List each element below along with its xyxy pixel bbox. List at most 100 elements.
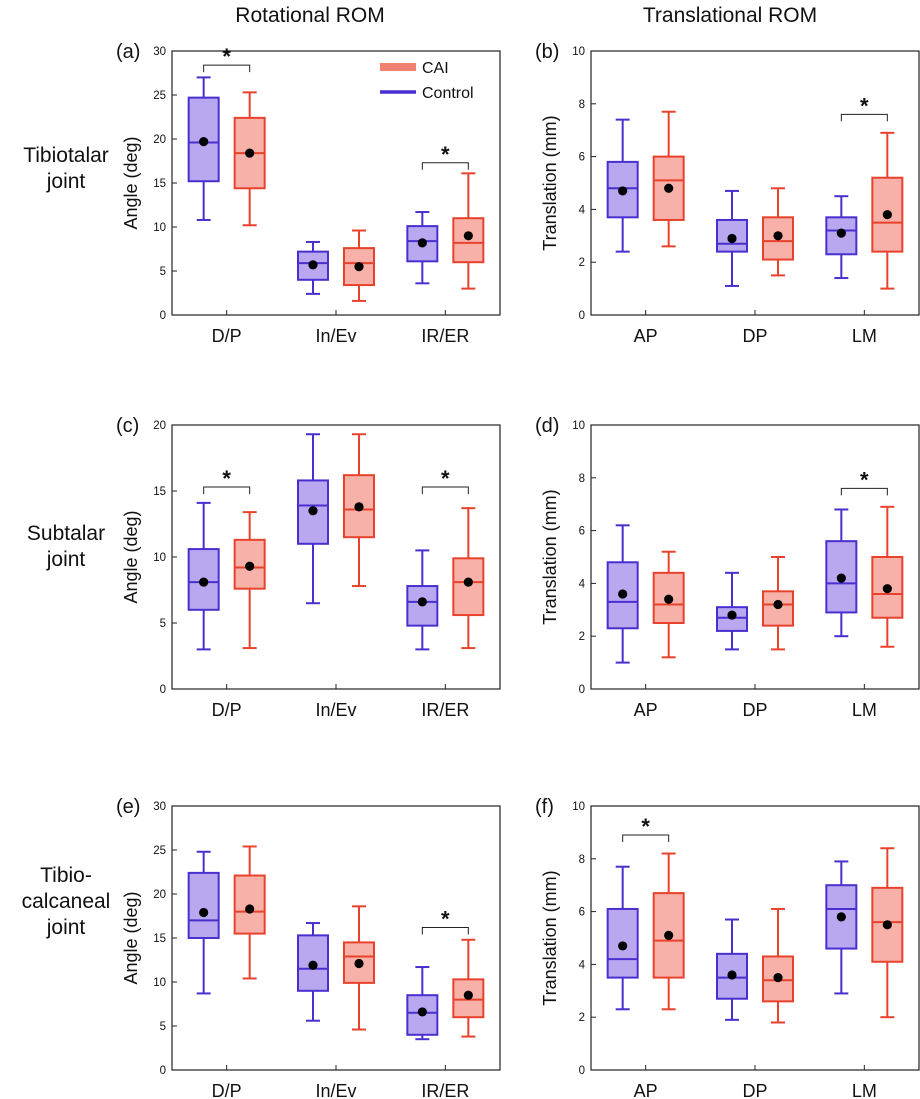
- box-control-AP: [606, 118, 639, 253]
- mean-dot: [463, 577, 473, 587]
- y-tick-label: 10: [572, 420, 585, 432]
- plot-frame: [171, 805, 501, 1071]
- significance-bracket: [840, 487, 888, 496]
- panel-label: (c): [116, 415, 139, 437]
- y-tick-label: 10: [572, 46, 585, 58]
- x-category-label: AP: [634, 700, 658, 720]
- y-tick-label: 4: [579, 204, 586, 216]
- y-tick-label: 20: [153, 889, 166, 901]
- x-category-label: D/P: [212, 700, 242, 720]
- mean-dot: [245, 904, 255, 914]
- y-tick-label: 30: [153, 46, 166, 58]
- mean-dot: [773, 231, 783, 241]
- box-cai-AP: [652, 550, 685, 659]
- mean-dot: [417, 238, 427, 248]
- row-title-0-line-1: joint: [46, 170, 86, 193]
- mean-dot: [354, 262, 364, 272]
- y-tick-label: 20: [153, 134, 166, 146]
- mean-dot: [836, 573, 846, 583]
- y-tick-label: 0: [160, 1065, 166, 1077]
- mean-dot: [463, 990, 473, 1000]
- mean-dot: [727, 970, 737, 980]
- y-tick-label: 10: [153, 552, 166, 564]
- box-cai-In/Ev: [343, 905, 375, 1031]
- y-axis-label: Angle (deg): [121, 510, 141, 603]
- mean-dot: [618, 589, 628, 599]
- box-control-IR/ER: [406, 549, 439, 651]
- significance-bracket: [622, 834, 670, 843]
- mean-dot: [245, 561, 255, 571]
- box-iqr: [762, 590, 794, 627]
- mean-dot: [199, 577, 209, 587]
- y-tick-label: 0: [160, 684, 166, 696]
- legend-label-control: Control: [422, 85, 474, 102]
- x-category-label: AP: [634, 326, 658, 346]
- y-tick-label: 5: [160, 266, 166, 278]
- y-tick-label: 15: [153, 486, 166, 498]
- y-tick-label: 10: [153, 977, 166, 989]
- row-titles: Tibiotalar joint Subtalar joint Tibio-calcan…: [22, 144, 111, 939]
- y-tick-label: 6: [579, 526, 585, 538]
- significance-star: *: [860, 93, 869, 118]
- box-cai-In/Ev: [343, 433, 375, 588]
- plot-frame: [171, 424, 501, 690]
- mean-dot: [773, 973, 783, 983]
- plot-frame: [590, 805, 920, 1071]
- box-cai-DP: [762, 907, 794, 1024]
- mean-dot: [417, 597, 427, 607]
- box-cai-D/P: [233, 91, 266, 227]
- box-control-DP: [716, 189, 748, 287]
- panel-label: (a): [116, 41, 140, 63]
- x-category-label: D/P: [212, 326, 242, 346]
- mean-dot: [727, 233, 737, 244]
- box-cai-AP: [652, 110, 685, 248]
- y-tick-label: 5: [160, 1021, 166, 1033]
- box-control-In/Ev: [297, 240, 329, 295]
- x-category-label: D/P: [212, 1081, 242, 1099]
- y-tick-label: 2: [579, 257, 585, 269]
- mean-dot: [308, 506, 318, 516]
- box-control-In/Ev: [297, 922, 329, 1022]
- row-title-1-line-0: Subtalar: [27, 522, 105, 545]
- y-tick-label: 5: [160, 618, 166, 630]
- y-tick-label: 8: [579, 99, 585, 111]
- row-title-2-line-2: joint: [46, 916, 86, 939]
- y-tick-label: 2: [579, 1012, 585, 1024]
- legend: CAI Control: [380, 60, 474, 102]
- significance-star: *: [441, 906, 450, 931]
- significance-star: *: [641, 814, 650, 839]
- plot-frame: [590, 424, 920, 690]
- mean-dot: [664, 594, 674, 604]
- x-category-label: In/Ev: [315, 326, 356, 346]
- box-control-IR/ER: [406, 211, 439, 285]
- box-cai-LM: [871, 847, 904, 1019]
- row-title-2-line-1: calcaneal: [22, 890, 111, 913]
- panel-f: 0 2 4 6 8 10 AP DP LM Translation (mm) (f) *: [535, 796, 920, 1099]
- significance-star: *: [222, 44, 231, 69]
- x-category-label: DP: [742, 1081, 767, 1099]
- box-iqr: [606, 907, 639, 979]
- y-axis-label: Angle (deg): [121, 891, 141, 984]
- box-iqr: [233, 874, 266, 935]
- box-control-D/P: [187, 850, 220, 995]
- y-tick-label: 15: [153, 933, 166, 945]
- significance-bracket: [203, 486, 251, 495]
- mean-dot: [245, 148, 255, 158]
- mean-dot: [727, 610, 737, 620]
- x-category-label: IR/ER: [421, 700, 469, 720]
- column-title-rotational: Rotational ROM: [235, 4, 384, 27]
- x-category-label: LM: [852, 1081, 877, 1099]
- y-tick-label: 6: [579, 152, 585, 164]
- panel-label: (d): [535, 415, 559, 437]
- mean-dot: [618, 941, 628, 951]
- y-axis-label: Angle (deg): [121, 136, 141, 229]
- mean-dot: [354, 502, 364, 512]
- mean-dot: [664, 183, 674, 193]
- y-tick-label: 10: [572, 801, 585, 813]
- x-category-label: IR/ER: [421, 326, 469, 346]
- row-title-1-line-1: joint: [46, 548, 86, 571]
- row-title-2-line-0: Tibio-: [40, 864, 92, 887]
- legend-label-cai: CAI: [422, 60, 449, 77]
